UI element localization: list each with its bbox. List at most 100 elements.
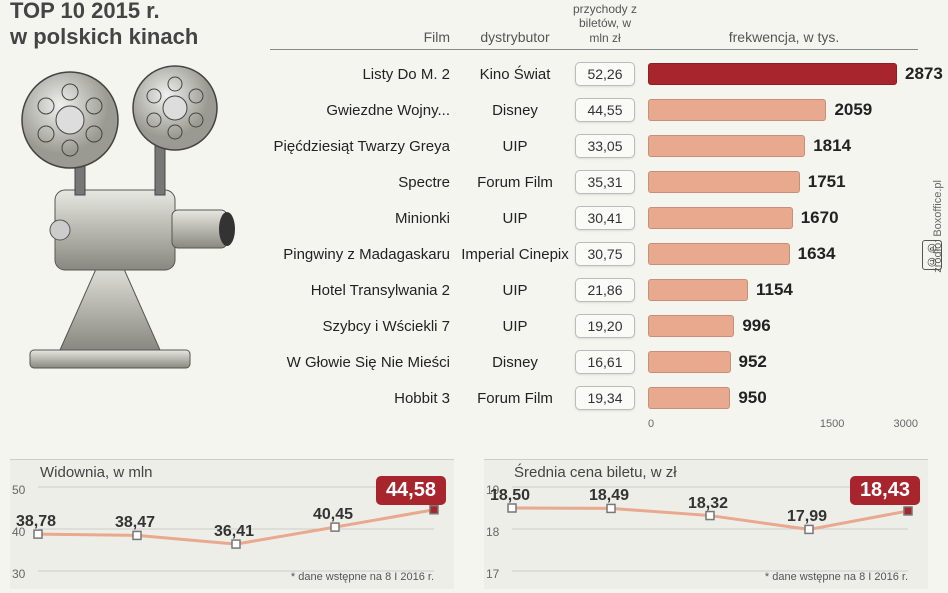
film-name: Listy Do M. 2 — [270, 66, 460, 83]
table-row: MinionkiUIP 30,41 1670 — [270, 200, 918, 236]
table-row: Listy Do M. 2Kino Świat 52,26 2873 — [270, 56, 918, 92]
price-chart: Średnia cena biletu, w zł 17181918,5018,… — [484, 459, 928, 589]
y-tick-label: 30 — [12, 567, 25, 581]
attendance-value: 2059 — [828, 99, 872, 121]
table-headers: Film dystrybutor przychody z biletów, w … — [270, 0, 918, 50]
data-point-label: 40,45 — [313, 506, 353, 524]
header-film: Film — [270, 29, 460, 45]
attendance-value: 950 — [732, 387, 766, 409]
attendance-value: 1751 — [802, 171, 846, 193]
attendance-value: 1634 — [792, 243, 836, 265]
chart-note: * dane wstępne na 8 I 2016 r. — [291, 571, 434, 583]
data-point-label: 38,78 — [16, 513, 56, 531]
attendance-bar-wrap: 1751 — [648, 169, 918, 195]
film-name: W Głowie Się Nie Mieści — [270, 354, 460, 371]
revenue-value: 30,41 — [575, 206, 635, 230]
y-tick-label: 17 — [486, 567, 499, 581]
attendance-value: 952 — [733, 351, 767, 373]
data-point-label: 18,50 — [490, 487, 530, 505]
attendance-bar-wrap: 996 — [648, 313, 918, 339]
revenue-value: 16,61 — [575, 350, 635, 374]
attendance-value: 1814 — [807, 135, 851, 157]
header-attendance: frekwencja, w tys. — [640, 29, 918, 45]
table-row: Hotel Transylwania 2UIP 21,86 1154 — [270, 272, 918, 308]
distributor-name: UIP — [460, 282, 570, 299]
copyright-mark: ©℗ — [922, 240, 942, 270]
attendance-bar — [648, 279, 748, 301]
table-row: SpectreForum Film 35,31 1751 — [270, 164, 918, 200]
attendance-bar — [648, 171, 800, 193]
revenue-value: 19,34 — [575, 386, 635, 410]
revenue-value: 44,55 — [575, 98, 635, 122]
film-name: Szybcy i Wściekli 7 — [270, 318, 460, 335]
attendance-value: 2873 — [899, 63, 943, 85]
film-name: Pięćdziesiąt Twarzy Greya — [270, 138, 460, 155]
film-name: Pingwiny z Madagaskaru — [270, 246, 460, 263]
revenue-value: 52,26 — [575, 62, 635, 86]
data-rows: Listy Do M. 2Kino Świat 52,26 2873 Gwiezdne… — [270, 56, 918, 416]
data-point-label: 18,32 — [688, 495, 728, 513]
distributor-name: Forum Film — [460, 390, 570, 407]
title-line-2: w polskich kinach — [10, 24, 198, 49]
attendance-bar — [648, 135, 805, 157]
film-projector-illustration — [0, 60, 260, 420]
distributor-name: UIP — [460, 318, 570, 335]
table-row: Szybcy i Wściekli 7UIP 19,20 996 — [270, 308, 918, 344]
data-point-label: 17,99 — [787, 508, 827, 526]
film-name: Hotel Transylwania 2 — [270, 282, 460, 299]
attendance-bar-wrap: 1154 — [648, 277, 918, 303]
attendance-value: 1154 — [750, 279, 793, 301]
header-revenue: przychody z biletów, w mln zł — [570, 2, 640, 45]
data-point-label: 18,49 — [589, 487, 629, 505]
film-name: Spectre — [270, 174, 460, 191]
attendance-value: 996 — [736, 315, 770, 337]
attendance-bar-wrap: 952 — [648, 349, 918, 375]
film-name: Hobbit 3 — [270, 390, 460, 407]
table-row: Gwiezdne Wojny...Disney 44,55 2059 — [270, 92, 918, 128]
table-row: Pingwiny z MadagaskaruImperial Cinepix 30… — [270, 236, 918, 272]
attendance-value: 1670 — [795, 207, 839, 229]
distributor-name: UIP — [460, 210, 570, 227]
revenue-value: 35,31 — [575, 170, 635, 194]
distributor-name: Kino Świat — [460, 66, 570, 83]
highlight-badge: 18,43 — [850, 476, 920, 505]
attendance-bar — [648, 387, 730, 409]
revenue-value: 19,20 — [575, 314, 635, 338]
attendance-bar-wrap: 1814 — [648, 133, 918, 159]
distributor-name: Imperial Cinepix — [460, 246, 570, 263]
audience-chart: Widownia, w mln 30405038,7838,4736,4140,… — [10, 459, 454, 589]
distributor-name: UIP — [460, 138, 570, 155]
film-name: Minionki — [270, 210, 460, 227]
film-name: Gwiezdne Wojny... — [270, 102, 460, 119]
data-point-label: 38,47 — [115, 514, 155, 532]
table-row: W Głowie Się Nie MieściDisney 16,61 952 — [270, 344, 918, 380]
revenue-value: 33,05 — [575, 134, 635, 158]
attendance-bar-wrap: 2873 — [648, 61, 918, 87]
attendance-bar — [648, 207, 793, 229]
attendance-bar-wrap: 2059 — [648, 97, 918, 123]
header-distributor: dystrybutor — [460, 29, 570, 45]
distributor-name: Forum Film — [460, 174, 570, 191]
attendance-bar — [648, 351, 731, 373]
attendance-bar-wrap: 1670 — [648, 205, 918, 231]
bar-axis: 0 1500 3000 — [648, 418, 918, 430]
distributor-name: Disney — [460, 354, 570, 371]
y-tick-label: 18 — [486, 525, 499, 539]
highlight-badge: 44,58 — [376, 476, 446, 505]
chart-note: * dane wstępne na 8 I 2016 r. — [765, 571, 908, 583]
revenue-value: 30,75 — [575, 242, 635, 266]
attendance-bar — [648, 99, 826, 121]
y-tick-label: 50 — [12, 483, 25, 497]
attendance-bar-wrap: 1634 — [648, 241, 918, 267]
attendance-bar — [648, 243, 790, 265]
infographic-title: TOP 10 2015 r. w polskich kinach — [10, 0, 270, 51]
distributor-name: Disney — [460, 102, 570, 119]
data-point-label: 36,41 — [214, 523, 254, 541]
attendance-bar-wrap: 950 — [648, 385, 918, 411]
title-line-1: TOP 10 2015 r. — [10, 0, 160, 23]
table-row: Hobbit 3Forum Film 19,34 950 — [270, 380, 918, 416]
attendance-bar — [648, 315, 734, 337]
table-row: Pięćdziesiąt Twarzy GreyaUIP 33,05 1814 — [270, 128, 918, 164]
attendance-bar — [648, 63, 897, 85]
revenue-value: 21,86 — [575, 278, 635, 302]
